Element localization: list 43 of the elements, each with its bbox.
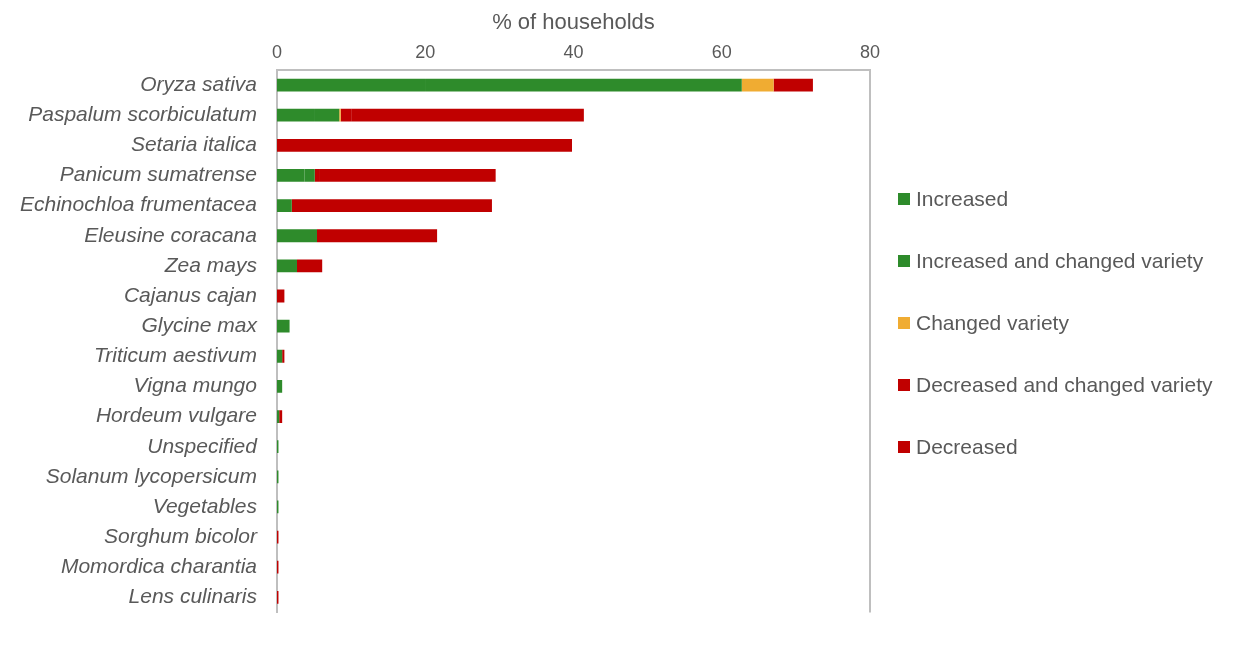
bar [291, 199, 492, 212]
y-tick-label: Solanum lycopersicum [45, 463, 257, 487]
bar [276, 229, 318, 243]
x-tick-label: 40 [563, 42, 584, 63]
y-tick-label: Zea mays [163, 252, 258, 276]
y-tick-label: Glycine max [141, 312, 259, 336]
y-tick-label: Echinochloa frumentacea [19, 192, 257, 216]
x-axis-title: % of households [492, 9, 655, 35]
bar [773, 78, 813, 92]
legend-label: Decreased and changed variety [916, 372, 1213, 397]
legend-label: Increased and changed variety [916, 248, 1204, 273]
bar [741, 78, 774, 92]
x-tick-label: 20 [415, 42, 436, 63]
bar [282, 349, 285, 363]
bar [276, 349, 283, 363]
bar [276, 199, 292, 212]
x-tick-label: 60 [711, 42, 732, 63]
y-tick-label: Momordica charantia [60, 554, 257, 578]
bar [317, 229, 438, 243]
legend-label: Decreased [916, 434, 1018, 459]
y-tick-label: Vigna mungo [133, 373, 258, 397]
y-tick-label: Unspecified [147, 433, 259, 457]
y-tick-label: Eleusine coracana [84, 222, 257, 246]
legend-label: Changed variety [916, 310, 1069, 335]
y-tick-label: Oryza sativa [140, 71, 257, 95]
y-tick-label: Hordeum vulgare [95, 403, 257, 427]
bar [276, 259, 297, 273]
y-tick-label: Panicum sumatrense [59, 162, 257, 186]
y-tick-label: Vegetables [152, 493, 258, 517]
bar [276, 319, 290, 333]
bar [276, 138, 573, 152]
y-tick-label: Paspalum scorbiculatum [28, 102, 257, 126]
legend-label: Increased [916, 186, 1009, 211]
bar [296, 259, 323, 273]
y-tick-label: Triticum aestivum [94, 343, 257, 367]
y-tick-label: Sorghum bicolor [104, 523, 258, 547]
y-tick-label: Setaria italica [130, 132, 257, 156]
x-tick-label: 80 [859, 42, 881, 63]
y-tick-label: Cajanus cajan [123, 282, 257, 306]
bar [319, 169, 496, 182]
bar [276, 380, 283, 393]
y-tick-label: Lens culinaris [128, 584, 258, 608]
x-tick-label: 0 [271, 42, 282, 63]
